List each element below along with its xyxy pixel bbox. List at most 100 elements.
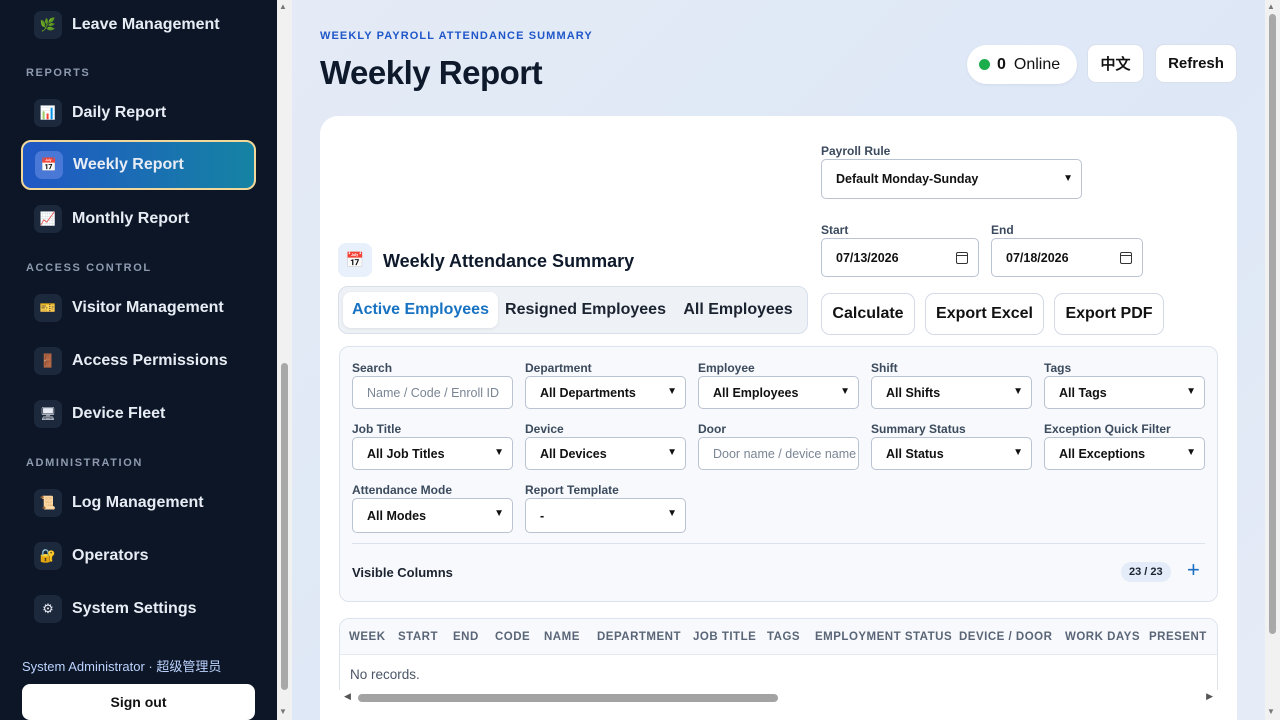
chevron-down-icon: ▼ <box>667 447 677 458</box>
sidebar-item-operators[interactable]: 🔐 Operators <box>22 531 256 581</box>
scroll-up-arrow-icon[interactable]: ▲ <box>1267 2 1275 11</box>
report-template-label: Report Template <box>525 483 619 497</box>
main-content: WEEKLY PAYROLL ATTENDANCE SUMMARY Weekly… <box>292 0 1265 720</box>
sidebar-item-monthly-report[interactable]: 📈 Monthly Report <box>22 194 256 244</box>
section-label-access-control: ACCESS CONTROL <box>26 262 152 274</box>
expand-columns-plus-icon[interactable]: + <box>1187 557 1200 582</box>
department-select[interactable]: All Departments ▼ <box>525 376 686 409</box>
sidebar-item-label: Access Permissions <box>72 352 228 369</box>
chevron-down-icon: ▼ <box>1186 386 1196 397</box>
column-header-start[interactable]: START <box>398 631 438 643</box>
end-date-label: End <box>991 223 1014 237</box>
device-select[interactable]: All Devices ▼ <box>525 437 686 470</box>
payroll-rule-select[interactable]: Default Monday-Sunday ▼ <box>821 159 1082 199</box>
sidebar-item-weekly-report[interactable]: 📅 Weekly Report <box>21 140 256 190</box>
scroll-up-arrow-icon[interactable]: ▲ <box>279 2 287 11</box>
scroll-icon: 📜 <box>34 489 62 517</box>
column-header-tags[interactable]: TAGS <box>767 631 801 643</box>
start-date-input[interactable]: 07/13/2026 <box>821 238 979 277</box>
shift-label: Shift <box>871 361 898 375</box>
online-status-badge: 0 Online <box>967 45 1077 84</box>
start-date-value: 07/13/2026 <box>836 250 899 265</box>
scroll-down-arrow-icon[interactable]: ▼ <box>279 707 287 716</box>
column-header-department[interactable]: DEPARTMENT <box>597 631 682 643</box>
sidebar: 🌿 Leave Management REPORTS 📊 Daily Repor… <box>0 0 277 720</box>
sidebar-item-label: System Settings <box>72 600 197 617</box>
calculate-button[interactable]: Calculate <box>821 293 915 335</box>
chevron-down-icon: ▼ <box>667 508 677 519</box>
export-excel-button[interactable]: Export Excel <box>925 293 1044 335</box>
door-placeholder: Door name / device name <box>713 446 857 461</box>
column-header-end[interactable]: END <box>453 631 479 643</box>
sidebar-item-access-permissions[interactable]: 🚪 Access Permissions <box>22 336 256 386</box>
scroll-right-arrow-icon[interactable]: ▶ <box>1206 691 1213 701</box>
table-horizontal-scrollbar[interactable]: ◀ ▶ <box>339 690 1218 706</box>
current-user: System Administrator · 超级管理员 <box>22 659 222 674</box>
ticket-icon: 🎫 <box>34 294 62 322</box>
monitor-icon: 🖥 <box>34 400 62 428</box>
language-toggle-button[interactable]: 中文 <box>1087 44 1144 83</box>
report-template-select[interactable]: - ▼ <box>525 498 686 533</box>
employee-value: All Employees <box>713 385 799 400</box>
tab-active-employees[interactable]: Active Employees <box>343 292 498 328</box>
table-header: WEEK START END CODE NAME DEPARTMENT JOB … <box>340 619 1217 655</box>
job-title-label: Job Title <box>352 422 402 436</box>
sidebar-item-visitor-management[interactable]: 🎫 Visitor Management <box>22 283 256 333</box>
column-header-work-days[interactable]: WORK DAYS <box>1065 631 1140 643</box>
chevron-down-icon: ▼ <box>840 386 850 397</box>
job-title-select[interactable]: All Job Titles ▼ <box>352 437 513 470</box>
horizontal-scrollbar-thumb[interactable] <box>358 694 778 702</box>
sidebar-item-daily-report[interactable]: 📊 Daily Report <box>22 88 256 138</box>
trend-chart-icon: 📈 <box>34 205 62 233</box>
sidebar-item-label: Daily Report <box>72 104 167 121</box>
summary-status-select[interactable]: All Status ▼ <box>871 437 1032 470</box>
sidebar-item-label: Visitor Management <box>72 299 224 316</box>
sidebar-item-log-management[interactable]: 📜 Log Management <box>22 478 256 528</box>
column-header-present[interactable]: PRESENT <box>1149 631 1207 643</box>
report-card: Payroll Rule Default Monday-Sunday ▼ Sta… <box>320 116 1237 720</box>
chevron-down-icon: ▼ <box>1013 386 1023 397</box>
attendance-mode-label: Attendance Mode <box>352 483 453 497</box>
tags-select[interactable]: All Tags ▼ <box>1044 376 1205 409</box>
column-header-employment-status[interactable]: EMPLOYMENT STATUS <box>815 631 953 643</box>
tags-value: All Tags <box>1059 385 1107 400</box>
filter-panel: Search Name / Code / Enroll ID Departmen… <box>339 346 1218 602</box>
department-value: All Departments <box>540 385 636 400</box>
scroll-left-arrow-icon[interactable]: ◀ <box>344 691 351 701</box>
visible-columns-label: Visible Columns <box>352 565 453 580</box>
job-title-value: All Job Titles <box>367 446 445 461</box>
shift-select[interactable]: All Shifts ▼ <box>871 376 1032 409</box>
page-scrollbar-thumb[interactable] <box>1269 14 1276 634</box>
page-title: Weekly Report <box>320 54 543 91</box>
sidebar-item-device-fleet[interactable]: 🖥 Device Fleet <box>22 389 256 439</box>
door-label: Door <box>698 422 726 436</box>
sidebar-item-system-settings[interactable]: ⚙ System Settings <box>22 584 256 634</box>
summary-title: Weekly Attendance Summary <box>383 251 635 271</box>
end-date-value: 07/18/2026 <box>1006 250 1069 265</box>
sidebar-scrollbar[interactable] <box>277 0 292 720</box>
sidebar-scrollbar-thumb[interactable] <box>281 363 288 690</box>
tab-all-employees[interactable]: All Employees <box>683 301 793 318</box>
calendar-picker-icon[interactable] <box>1120 252 1132 264</box>
employee-select[interactable]: All Employees ▼ <box>698 376 859 409</box>
search-input[interactable]: Name / Code / Enroll ID <box>352 376 513 409</box>
calendar-picker-icon[interactable] <box>956 252 968 264</box>
attendance-mode-value: All Modes <box>367 508 427 523</box>
refresh-button[interactable]: Refresh <box>1155 44 1237 83</box>
column-header-code[interactable]: CODE <box>495 631 531 643</box>
section-label-reports: REPORTS <box>26 67 91 79</box>
sidebar-item-leave-management[interactable]: 🌿 Leave Management <box>22 0 256 50</box>
export-pdf-button[interactable]: Export PDF <box>1054 293 1164 335</box>
scroll-down-arrow-icon[interactable]: ▼ <box>1267 707 1275 716</box>
column-header-week[interactable]: WEEK <box>349 631 386 643</box>
column-header-job-title[interactable]: JOB TITLE <box>693 631 757 643</box>
attendance-mode-select[interactable]: All Modes ▼ <box>352 498 513 533</box>
door-input[interactable]: Door name / device name <box>698 437 859 470</box>
tab-resigned-employees[interactable]: Resigned Employees <box>505 301 666 318</box>
column-header-device-door[interactable]: DEVICE / DOOR <box>959 631 1053 643</box>
end-date-input[interactable]: 07/18/2026 <box>991 238 1143 277</box>
sign-out-button[interactable]: Sign out <box>22 684 255 720</box>
exception-filter-select[interactable]: All Exceptions ▼ <box>1044 437 1205 470</box>
report-template-value: - <box>540 508 545 523</box>
column-header-name[interactable]: NAME <box>544 631 580 643</box>
